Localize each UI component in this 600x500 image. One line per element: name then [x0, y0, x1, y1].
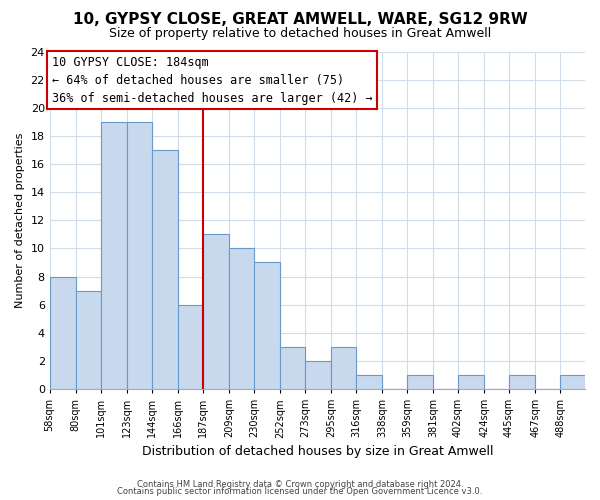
Bar [560, 375, 585, 389]
Text: Size of property relative to detached houses in Great Amwell: Size of property relative to detached ho… [109, 28, 491, 40]
Bar [509, 375, 535, 389]
Text: Contains HM Land Registry data © Crown copyright and database right 2024.: Contains HM Land Registry data © Crown c… [137, 480, 463, 489]
Text: Contains public sector information licensed under the Open Government Licence v3: Contains public sector information licen… [118, 488, 482, 496]
Bar [50, 276, 76, 389]
Bar [203, 234, 229, 389]
Bar [76, 290, 101, 389]
Bar [305, 361, 331, 389]
Bar [458, 375, 484, 389]
Bar [254, 262, 280, 389]
X-axis label: Distribution of detached houses by size in Great Amwell: Distribution of detached houses by size … [142, 444, 493, 458]
Bar [101, 122, 127, 389]
Bar [407, 375, 433, 389]
Bar [280, 347, 305, 389]
Text: 10, GYPSY CLOSE, GREAT AMWELL, WARE, SG12 9RW: 10, GYPSY CLOSE, GREAT AMWELL, WARE, SG1… [73, 12, 527, 28]
Bar [127, 122, 152, 389]
Bar [152, 150, 178, 389]
Bar [356, 375, 382, 389]
Bar [229, 248, 254, 389]
Y-axis label: Number of detached properties: Number of detached properties [15, 132, 25, 308]
Text: 10 GYPSY CLOSE: 184sqm
← 64% of detached houses are smaller (75)
36% of semi-det: 10 GYPSY CLOSE: 184sqm ← 64% of detached… [52, 56, 373, 104]
Bar [331, 347, 356, 389]
Bar [178, 304, 203, 389]
